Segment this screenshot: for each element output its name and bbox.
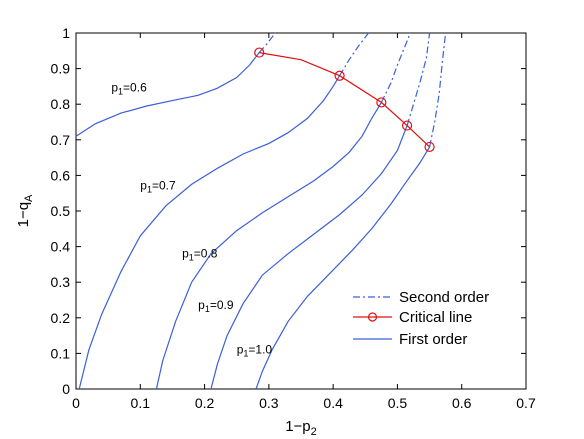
first-order-curve <box>78 75 341 390</box>
y-tick-label: 0.1 <box>51 345 71 361</box>
curve-label: p1=0.8 <box>182 246 218 262</box>
critical-point-marker <box>254 47 265 58</box>
y-tick-label: 0.7 <box>51 132 71 148</box>
second-order-curve <box>258 32 276 54</box>
legend-label-first-order: First order <box>399 331 467 348</box>
y-tick-label: 0.3 <box>51 274 71 290</box>
second-order-curve <box>380 32 411 103</box>
x-tick-label: 0 <box>72 395 80 411</box>
critical-point-marker <box>376 97 387 108</box>
curve-labels: p1=0.6 p1=0.7 p1=0.8 p1=0.9 p1=1.0 <box>111 81 272 359</box>
y-tick-label: 0.9 <box>51 61 71 77</box>
curve-label: p1=1.0 <box>237 342 273 358</box>
first-order-curve <box>155 102 382 390</box>
y-axis-title: 1−qA <box>15 194 35 227</box>
legend: Second order Critical line First order <box>346 282 520 356</box>
x-axis-title-main: 1−p <box>285 418 310 435</box>
y-tick-label: 0.6 <box>51 167 71 183</box>
x-tick-label: 0.6 <box>452 395 472 411</box>
x-axis-title-sub: 2 <box>311 426 317 438</box>
x-tick-label: 0.5 <box>388 395 408 411</box>
second-order-curve <box>429 32 447 148</box>
first-order-curve <box>75 52 260 137</box>
y-axis-title-sub: A <box>23 194 35 202</box>
second-order-curve <box>406 32 431 126</box>
legend-label-second-order: Second order <box>399 289 489 306</box>
x-tick-label: 0.2 <box>195 395 215 411</box>
x-tick-label: 0.4 <box>323 395 343 411</box>
critical-point-marker <box>401 120 413 131</box>
x-tick-label: 0.1 <box>131 395 151 411</box>
x-axis-title: 1−p2 <box>285 418 317 438</box>
curve-label: p1=0.7 <box>140 179 176 195</box>
y-tick-label: 1 <box>62 25 70 41</box>
ticks: 0 0.1 0.2 0.3 0.4 0.5 0.6 0.7 0 0.1 0.2 0.3 0.4 0.5 0.… <box>51 25 536 411</box>
legend-marker-critical <box>367 312 378 322</box>
series-layer <box>75 32 447 390</box>
legend-box <box>346 282 520 356</box>
y-tick-label: 0.5 <box>51 203 71 219</box>
first-order-curve <box>255 146 431 390</box>
critical-point-marker <box>334 70 345 81</box>
curve-label: p1=0.9 <box>198 298 234 314</box>
first-order-curve <box>210 125 408 390</box>
y-tick-label: 0.4 <box>51 239 71 255</box>
y-tick-label: 0.8 <box>51 96 71 112</box>
y-axis-title-main: 1−q <box>15 202 32 227</box>
curve-label: p1=0.6 <box>111 81 147 97</box>
critical-line <box>259 52 431 148</box>
y-tick-label: 0.2 <box>51 310 71 326</box>
x-tick-label: 0.7 <box>516 395 536 411</box>
x-tick-label: 0.3 <box>259 395 279 411</box>
critical-point-marker <box>424 141 435 153</box>
legend-label-critical: Critical line <box>399 309 472 326</box>
y-tick-label: 0 <box>62 381 70 397</box>
